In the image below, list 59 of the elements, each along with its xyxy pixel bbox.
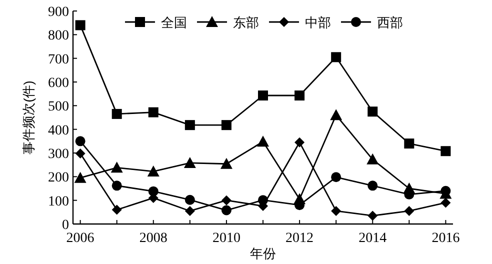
legend-label: 全国: [161, 15, 187, 30]
point: [258, 90, 268, 100]
x-tick-label: 2016: [432, 231, 460, 246]
point: [184, 194, 195, 205]
point: [75, 148, 86, 158]
y-axis-title: 事件频次(件): [21, 80, 36, 154]
point: [440, 186, 451, 196]
point: [147, 165, 160, 176]
point: [75, 20, 86, 30]
point: [257, 136, 269, 147]
point: [148, 107, 158, 118]
x-axis-title: 年份: [250, 246, 276, 261]
y-tick-label: 900: [48, 5, 69, 20]
point: [330, 109, 342, 120]
y-tick-label: 300: [48, 147, 69, 162]
y-tick-label: 400: [48, 123, 69, 138]
point: [221, 120, 232, 130]
point: [331, 52, 342, 62]
legend-label: 西部: [377, 15, 403, 30]
point: [294, 90, 305, 100]
y-tick-label: 500: [48, 100, 69, 115]
x-tick-label: 2012: [286, 231, 314, 246]
point: [404, 138, 414, 149]
point: [366, 153, 379, 164]
legend-label: 中部: [305, 15, 331, 30]
point: [258, 195, 268, 206]
point: [184, 120, 195, 130]
point: [184, 156, 196, 168]
point: [331, 206, 342, 216]
y-tick-label: 800: [48, 28, 69, 44]
point: [221, 205, 232, 216]
x-tick-label: 2014: [358, 231, 387, 246]
point: [148, 186, 158, 196]
y-tick-label: 600: [48, 76, 69, 91]
y-tick-label: 200: [48, 170, 69, 186]
y-tick-label: 100: [48, 194, 69, 210]
point: [184, 206, 195, 216]
point: [368, 106, 378, 117]
y-tick-label: 0: [62, 218, 69, 233]
point: [221, 195, 232, 206]
point: [404, 206, 414, 216]
point: [112, 180, 122, 191]
x-tick-label: 2008: [139, 231, 168, 246]
point: [440, 146, 451, 156]
point: [75, 136, 86, 146]
point: [112, 108, 122, 119]
point: [110, 162, 123, 173]
y-tick-label: 700: [48, 52, 69, 68]
point: [368, 210, 378, 221]
point: [368, 180, 378, 191]
point: [112, 204, 122, 215]
point: [294, 137, 305, 148]
x-tick-label: 2010: [212, 231, 240, 246]
point: [440, 198, 451, 208]
legend-label: 东部: [233, 15, 259, 30]
point: [220, 158, 232, 169]
x-tick-label: 2006: [66, 231, 94, 246]
point: [331, 172, 342, 182]
point: [74, 172, 86, 183]
